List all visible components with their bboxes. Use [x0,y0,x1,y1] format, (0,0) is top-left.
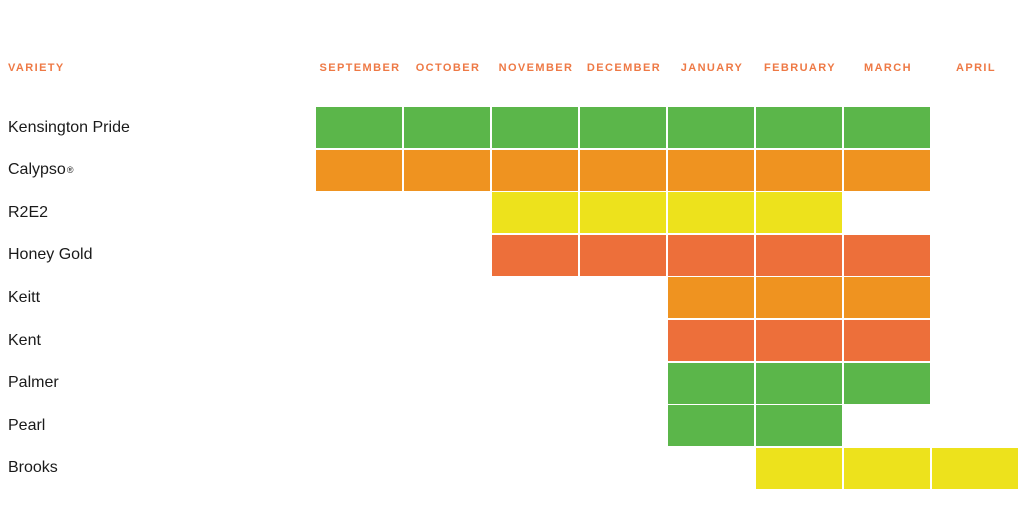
availability-cell-honey-gold-december [580,234,666,276]
availability-cell-r2e2-january [668,192,754,234]
availability-cell-palmer-february [756,362,842,404]
availability-cell-kensington-pride-september [316,107,402,148]
month-header-october: OCTOBER [415,62,481,74]
availability-cell-kent-february [756,320,842,361]
availability-cell-calypso-february [756,149,842,191]
availability-cell-calypso-november [492,149,578,191]
variety-column-header: VARIETY [8,62,65,74]
variety-label-calypso: Calypso ® [8,161,74,179]
availability-cell-palmer-january [668,362,754,404]
variety-label-r2e2: R2E2 [8,203,49,221]
availability-cell-honey-gold-january [668,234,754,276]
availability-cell-calypso-october [404,149,490,191]
variety-label-brooks: Brooks [8,459,58,477]
month-header-march: MARCH [864,62,912,74]
availability-cell-calypso-january [668,149,754,191]
month-header-september: SEPTEMBER [319,62,401,74]
availability-cell-kensington-pride-december [580,107,666,148]
availability-cell-brooks-february [756,447,842,489]
availability-cell-r2e2-november [492,192,578,234]
availability-cell-r2e2-december [580,192,666,234]
availability-cell-pearl-january [668,405,754,447]
variety-label-keitt: Keitt [8,288,41,306]
availability-cell-keitt-february [756,277,842,319]
variety-label-pearl: Pearl [8,416,46,434]
availability-cell-keitt-january [668,277,754,319]
availability-cell-kensington-pride-march [844,107,930,148]
availability-cell-keitt-march [844,277,930,319]
availability-cell-honey-gold-february [756,234,842,276]
availability-cell-r2e2-february [756,192,842,234]
variety-label-honey-gold: Honey Gold [8,246,93,264]
availability-cell-brooks-april [932,447,1018,489]
availability-cell-kensington-pride-february [756,107,842,148]
availability-cell-pearl-february [756,405,842,447]
variety-label-kensington-pride: Kensington Pride [8,118,130,136]
month-header-april: APRIL [956,62,996,74]
availability-cell-honey-gold-march [844,234,930,276]
variety-label-palmer: Palmer [8,374,59,392]
availability-cell-brooks-march [844,447,930,489]
variety-label-kent: Kent [8,331,41,349]
registered-trademark-symbol: ® [66,164,74,175]
availability-cell-kent-january [668,320,754,361]
availability-cell-kensington-pride-january [668,107,754,148]
availability-cell-calypso-december [580,149,666,191]
availability-cell-palmer-march [844,362,930,404]
availability-cell-calypso-march [844,149,930,191]
availability-cell-honey-gold-november [492,234,578,276]
month-header-december: DECEMBER [586,62,662,74]
month-header-november: NOVEMBER [498,62,574,74]
availability-cell-kent-march [844,320,930,361]
month-header-february: FEBRUARY [764,62,836,74]
availability-cell-kensington-pride-october [404,107,490,148]
availability-cell-kensington-pride-november [492,107,578,148]
month-header-january: JANUARY [680,62,744,74]
availability-cell-calypso-september [316,149,402,191]
